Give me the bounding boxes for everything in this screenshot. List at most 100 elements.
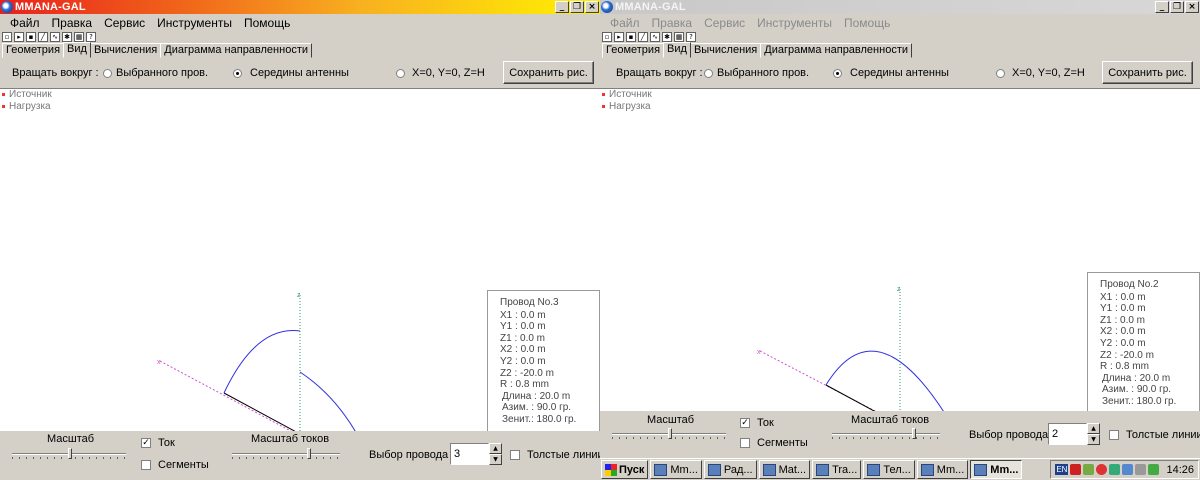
antenna-view[interactable]: Источник Нагрузка x y z Провод No.3 X1 :… bbox=[0, 88, 600, 431]
taskbar-button[interactable]: Рад... bbox=[703, 460, 757, 479]
save-picture-button[interactable]: Сохранить рис. bbox=[503, 61, 594, 84]
menu-file[interactable]: Файл bbox=[610, 15, 640, 30]
rotate-center-radio[interactable]: Середины антенны bbox=[233, 67, 349, 79]
current-scale-slider[interactable] bbox=[832, 428, 940, 440]
rotate-origin-radio[interactable]: X=0, Y=0, Z=H bbox=[996, 67, 1085, 79]
antivirus-icon[interactable] bbox=[1070, 464, 1082, 475]
menu-tools[interactable]: Инструменты bbox=[757, 15, 832, 30]
calc-tool-icon[interactable]: ∿ bbox=[650, 32, 660, 42]
scale-label: Масштаб bbox=[647, 414, 695, 426]
tab-calculations[interactable]: Вычисления bbox=[689, 43, 762, 58]
wire-select-label: Выбор провода bbox=[369, 449, 449, 461]
scale-slider[interactable] bbox=[612, 428, 726, 440]
antenna-view[interactable]: Источник Нагрузка x y z Провод No.2 X1 :… bbox=[600, 88, 1200, 411]
title-bar[interactable]: MMANA-GAL _ ❐ × bbox=[0, 0, 600, 14]
new-file-icon[interactable]: ▫ bbox=[602, 32, 612, 42]
open-file-icon[interactable]: ▸ bbox=[14, 32, 24, 42]
save-file-icon[interactable]: ▪ bbox=[26, 32, 36, 42]
title-bar[interactable]: MMANA-GAL _ ❐ × bbox=[600, 0, 1200, 14]
segments-checkbox[interactable]: Сегменты bbox=[740, 437, 808, 449]
tab-pattern[interactable]: Диаграмма направленности bbox=[760, 43, 913, 58]
help-tool-icon[interactable]: ? bbox=[686, 32, 696, 42]
new-file-icon[interactable]: ▫ bbox=[2, 32, 12, 42]
wire-info-y1: Y1 : 0.0 m bbox=[1100, 303, 1146, 315]
thick-lines-checkbox[interactable]: Толстые линии bbox=[510, 449, 600, 461]
battery-icon[interactable] bbox=[1148, 464, 1160, 475]
minimize-button[interactable]: _ bbox=[555, 1, 569, 13]
display-icon[interactable] bbox=[1135, 464, 1147, 475]
current-checkbox[interactable]: ✓ Ток bbox=[740, 417, 774, 429]
tab-pattern[interactable]: Диаграмма направленности bbox=[160, 43, 313, 58]
wire-select-input[interactable] bbox=[1048, 423, 1087, 445]
spin-down-button[interactable]: ▼ bbox=[1087, 434, 1100, 445]
menu-tools[interactable]: Инструменты bbox=[157, 15, 232, 30]
scale-slider[interactable] bbox=[12, 448, 126, 460]
close-button[interactable]: × bbox=[1185, 1, 1199, 13]
clock[interactable]: 14:26 bbox=[1166, 463, 1194, 476]
open-file-icon[interactable]: ▸ bbox=[614, 32, 624, 42]
wire-info-x2: X2 : 0.0 m bbox=[1100, 326, 1146, 338]
current-curve-wire1-b bbox=[299, 371, 356, 431]
wire-tool-icon[interactable]: ╱ bbox=[38, 32, 48, 42]
restore-button[interactable]: ❐ bbox=[570, 1, 584, 13]
tab-view[interactable]: Вид bbox=[663, 42, 691, 58]
menu-service[interactable]: Сервис bbox=[704, 15, 746, 30]
taskbar-button[interactable]: Mm... bbox=[916, 460, 969, 479]
language-indicator[interactable]: EN bbox=[1055, 464, 1069, 475]
minimize-button[interactable]: _ bbox=[1155, 1, 1169, 13]
close-button[interactable]: × bbox=[585, 1, 599, 13]
table-tool-icon[interactable]: ▦ bbox=[674, 32, 684, 42]
update-icon[interactable] bbox=[1109, 464, 1121, 475]
wire-tool-icon[interactable]: ╱ bbox=[638, 32, 648, 42]
antenna-3d-scene: x y z bbox=[757, 286, 944, 411]
restore-button[interactable]: ❐ bbox=[1170, 1, 1184, 13]
menu-service[interactable]: Сервис bbox=[104, 15, 146, 30]
menu-help[interactable]: Помощь bbox=[243, 15, 291, 30]
app-icon bbox=[654, 463, 668, 476]
save-picture-button[interactable]: Сохранить рис. bbox=[1102, 61, 1193, 84]
rotate-selected-wire-radio[interactable]: Выбранного пров. bbox=[103, 67, 208, 79]
wire-info-y2: Y2 : 0.0 m bbox=[1100, 337, 1146, 349]
rotate-origin-radio[interactable]: X=0, Y=0, Z=H bbox=[396, 67, 485, 79]
wire-info-length: Длина : 20.0 m bbox=[502, 390, 571, 402]
current-scale-slider[interactable] bbox=[232, 448, 340, 460]
table-tool-icon[interactable]: ▦ bbox=[74, 32, 84, 42]
thick-lines-checkbox[interactable]: Толстые линии bbox=[1109, 429, 1200, 441]
taskbar-button[interactable]: Tra... bbox=[812, 460, 862, 479]
help-tool-icon[interactable]: ? bbox=[86, 32, 96, 42]
tab-geometry[interactable]: Геометрия bbox=[602, 43, 665, 58]
rotate-selected-wire-radio[interactable]: Выбранного пров. bbox=[704, 67, 809, 79]
record-icon[interactable] bbox=[1096, 464, 1108, 475]
legend-source: Источник bbox=[2, 89, 52, 101]
network-icon[interactable] bbox=[1083, 464, 1095, 475]
spin-up-button[interactable]: ▲ bbox=[489, 443, 502, 454]
bottom-panel: Масштаб ✓ Ток Сегменты Масштаб токов Выбо… bbox=[0, 431, 600, 480]
antenna-tool-icon[interactable]: ✱ bbox=[62, 32, 72, 42]
menu-edit[interactable]: Правка bbox=[51, 15, 93, 30]
spin-down-button[interactable]: ▼ bbox=[489, 454, 502, 465]
spin-up-button[interactable]: ▲ bbox=[1087, 423, 1100, 434]
shield-icon[interactable] bbox=[1122, 464, 1134, 475]
view-legend: Источник Нагрузка bbox=[2, 89, 52, 113]
antenna-tool-icon[interactable]: ✱ bbox=[662, 32, 672, 42]
menu-file[interactable]: Файл bbox=[10, 15, 40, 30]
wire-select-input[interactable] bbox=[450, 443, 489, 465]
taskbar-button[interactable]: Тел... bbox=[863, 460, 915, 479]
menu-edit[interactable]: Правка bbox=[651, 15, 693, 30]
start-button[interactable]: Пуск bbox=[601, 460, 649, 479]
segments-checkbox[interactable]: Сегменты bbox=[141, 459, 209, 471]
save-file-icon[interactable]: ▪ bbox=[626, 32, 636, 42]
taskbar-button-active[interactable]: Mm... bbox=[970, 460, 1023, 479]
menu-help[interactable]: Помощь bbox=[843, 15, 891, 30]
tab-view[interactable]: Вид bbox=[63, 42, 91, 58]
calc-tool-icon[interactable]: ∿ bbox=[50, 32, 60, 42]
taskbar-button[interactable]: Mm... bbox=[650, 460, 702, 479]
taskbar-button[interactable]: Mat... bbox=[758, 460, 811, 479]
tab-calculations[interactable]: Вычисления bbox=[89, 43, 162, 58]
current-checkbox[interactable]: ✓ Ток bbox=[141, 437, 175, 449]
rotate-center-radio[interactable]: Середины антенны bbox=[833, 67, 949, 79]
tab-geometry[interactable]: Геометрия bbox=[2, 43, 65, 58]
system-tray: EN 14:26 bbox=[1050, 460, 1199, 479]
current-scale-label: Масштаб токов bbox=[251, 433, 330, 445]
wire-info-radius: R : 0.8 mm bbox=[1100, 361, 1149, 373]
